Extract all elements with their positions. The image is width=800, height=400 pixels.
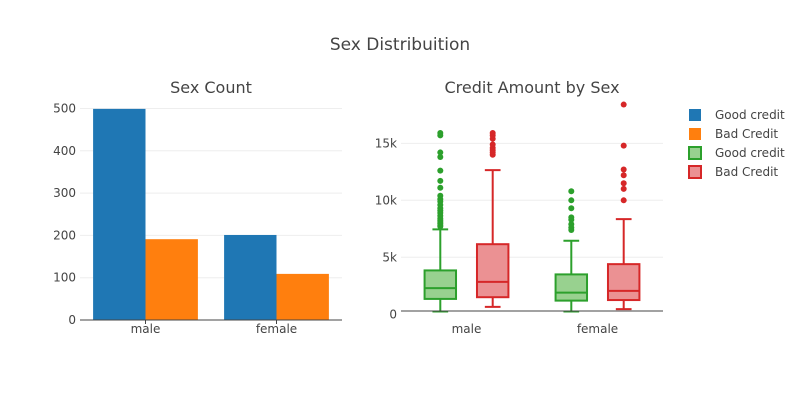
iqr-box (423, 269, 458, 300)
bar-female-good[interactable] (224, 234, 277, 320)
bar-y-tick-label: 500 (53, 101, 76, 115)
figure-title: Sex Distribuition (330, 35, 470, 55)
bar-y-tick-label: 0 (68, 313, 76, 327)
outlier-point[interactable] (568, 197, 575, 204)
bar-y-tick-label: 200 (53, 228, 76, 242)
outlier-point[interactable] (620, 172, 627, 179)
outlier-point[interactable] (620, 185, 627, 192)
outlier-point[interactable] (437, 149, 444, 156)
bar-x-tick-label: male (131, 322, 161, 336)
box-y-tick-label: 5k (382, 250, 397, 264)
bar-female-bad[interactable] (276, 273, 329, 320)
iqr-box (475, 243, 510, 299)
box-chart-title: Credit Amount by Sex (444, 78, 619, 97)
outlier-point[interactable] (437, 153, 444, 160)
legend-swatch (688, 146, 702, 160)
bar-y-tick-label: 400 (53, 144, 76, 158)
box-y-tick-label: 15k (375, 136, 397, 150)
box-y-tick-label: 10k (375, 193, 397, 207)
bar-male-good[interactable] (93, 108, 146, 320)
legend-swatch (688, 165, 702, 179)
legend-item-0[interactable]: Good credit (689, 108, 785, 122)
legend-swatch (689, 128, 701, 140)
outlier-point[interactable] (620, 142, 627, 149)
bar-y-tick-label: 100 (53, 271, 76, 285)
outlier-point[interactable] (620, 166, 627, 173)
box-bad-female[interactable] (606, 101, 641, 311)
outlier-point[interactable] (489, 130, 496, 137)
box-x-tick-label: male (452, 322, 482, 336)
outlier-point[interactable] (568, 221, 575, 228)
legend-item-2[interactable]: Good credit (688, 146, 785, 160)
box-good-male[interactable] (423, 130, 458, 313)
legend-label: Bad Credit (715, 165, 778, 179)
outlier-point[interactable] (489, 141, 496, 148)
bar-chart: Sex Count 0 100 200 300 400 500 male female (53, 78, 342, 336)
outlier-point[interactable] (568, 188, 575, 195)
legend-label: Bad Credit (715, 127, 778, 141)
legend[interactable]: Good credit Bad Credit Good credit Bad Cred… (688, 108, 785, 179)
box-good-female[interactable] (554, 188, 589, 313)
bar-y-tick-label: 300 (53, 186, 76, 200)
legend-item-3[interactable]: Bad Credit (688, 165, 778, 179)
outlier-point[interactable] (437, 177, 444, 184)
box-y-tick-label: 0 (389, 307, 397, 321)
bar-male-bad[interactable] (145, 239, 198, 320)
bar-chart-title: Sex Count (170, 78, 252, 97)
box-x-tick-label: female (577, 322, 618, 336)
outlier-point[interactable] (620, 197, 627, 204)
outlier-point[interactable] (437, 167, 444, 174)
outlier-point[interactable] (437, 184, 444, 191)
iqr-box (554, 273, 589, 302)
box-bad-male[interactable] (475, 130, 510, 308)
iqr-box (606, 263, 641, 302)
outlier-point[interactable] (620, 180, 627, 187)
outlier-point[interactable] (620, 101, 627, 108)
bar-x-tick-label: female (256, 322, 297, 336)
outlier-point[interactable] (437, 192, 444, 199)
legend-label: Good credit (715, 146, 785, 160)
outlier-point[interactable] (437, 130, 444, 137)
box-chart: Credit Amount by Sex 0 5k 10k 15k male femal… (375, 78, 663, 336)
legend-label: Good credit (715, 108, 785, 122)
outlier-point[interactable] (568, 205, 575, 212)
outlier-point[interactable] (568, 214, 575, 221)
legend-item-1[interactable]: Bad Credit (689, 127, 778, 141)
legend-swatch (689, 109, 701, 121)
